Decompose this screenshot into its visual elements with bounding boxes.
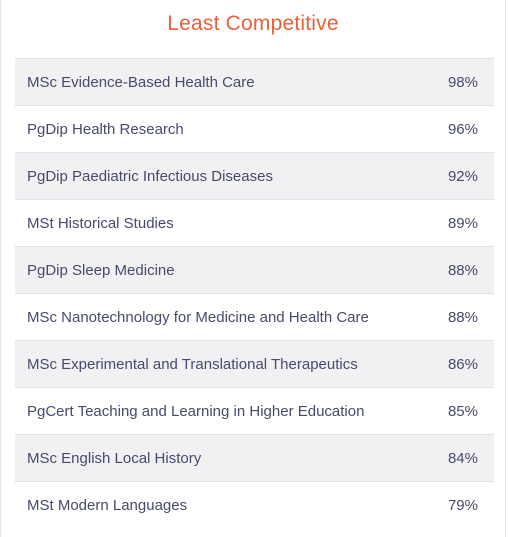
courses-table: MSc Evidence-Based Health Care 98% PgDip… bbox=[15, 58, 494, 528]
course-name: PgDip Health Research bbox=[27, 120, 184, 138]
course-percent: 85% bbox=[447, 402, 478, 420]
course-percent: 84% bbox=[447, 449, 478, 467]
table-row: PgDip Sleep Medicine 88% bbox=[15, 247, 494, 294]
course-percent: 92% bbox=[447, 167, 478, 185]
table-row: MSc Nanotechnology for Medicine and Heal… bbox=[15, 294, 494, 341]
course-name: PgDip Paediatric Infectious Diseases bbox=[27, 167, 273, 185]
card-title: Least Competitive bbox=[167, 12, 339, 35]
table-row: MSc English Local History 84% bbox=[15, 435, 494, 482]
course-name: MSt Modern Languages bbox=[27, 496, 188, 514]
course-name: MSt Historical Studies bbox=[27, 214, 174, 232]
course-percent: 96% bbox=[447, 120, 478, 138]
course-name: MSc Nanotechnology for Medicine and Heal… bbox=[27, 308, 369, 326]
course-percent: 98% bbox=[447, 73, 478, 91]
table-row: PgCert Teaching and Learning in Higher E… bbox=[15, 388, 494, 435]
course-name: MSc Evidence-Based Health Care bbox=[27, 73, 255, 91]
course-percent: 89% bbox=[447, 214, 478, 232]
course-name: PgCert Teaching and Learning in Higher E… bbox=[27, 402, 365, 420]
table-row: MSc Evidence-Based Health Care 98% bbox=[15, 59, 494, 106]
table-row: PgDip Health Research 96% bbox=[15, 106, 494, 153]
course-percent: 88% bbox=[447, 308, 478, 326]
course-percent: 86% bbox=[447, 355, 478, 373]
course-percent: 88% bbox=[447, 261, 478, 279]
course-name: PgDip Sleep Medicine bbox=[27, 261, 175, 279]
table-row: MSt Modern Languages 79% bbox=[15, 482, 494, 528]
table-row: MSt Historical Studies 89% bbox=[15, 200, 494, 247]
course-percent: 79% bbox=[447, 496, 478, 514]
table-row: PgDip Paediatric Infectious Diseases 92% bbox=[15, 153, 494, 200]
table-row: MSc Experimental and Translational Thera… bbox=[15, 341, 494, 388]
course-name: MSc English Local History bbox=[27, 449, 202, 467]
course-name: MSc Experimental and Translational Thera… bbox=[27, 355, 358, 373]
